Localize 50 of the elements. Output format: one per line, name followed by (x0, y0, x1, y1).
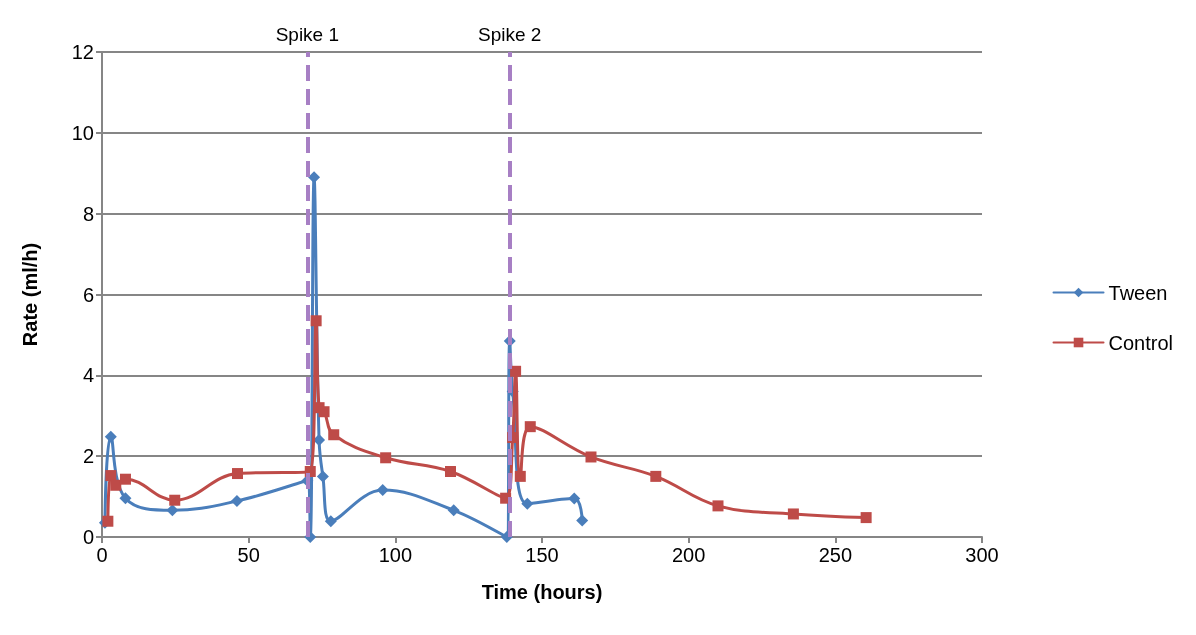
point (316, 470, 329, 483)
point (510, 365, 522, 377)
point (380, 452, 392, 464)
x-tick-label: 300 (965, 544, 999, 566)
point (860, 512, 872, 524)
point (787, 508, 799, 520)
x-tick-label: 50 (237, 544, 260, 566)
point (650, 470, 662, 482)
ref-line-label: Spike 2 (478, 24, 542, 45)
point (521, 497, 534, 510)
x-tick-label: 150 (525, 544, 559, 566)
legend-label: Tween (1108, 281, 1168, 304)
x-axis-title: Time (hours) (481, 581, 603, 603)
point (232, 468, 244, 480)
point (447, 504, 460, 517)
point (110, 479, 122, 491)
y-tick-label: 4 (82, 364, 94, 387)
point (104, 430, 117, 443)
point (119, 492, 132, 505)
y-tick-label: 2 (82, 445, 94, 468)
point (230, 495, 243, 508)
y-tick-label: 8 (82, 202, 94, 225)
point (585, 451, 597, 463)
point (328, 429, 340, 441)
point (712, 500, 724, 512)
point (169, 494, 181, 506)
point (318, 406, 330, 418)
point (102, 515, 114, 527)
x-tick-label: 200 (671, 544, 706, 566)
y-tick-label: 0 (82, 526, 94, 548)
point (444, 466, 456, 478)
x-tick-label: 0 (96, 544, 108, 566)
ref-line-label: Spike 1 (275, 24, 340, 45)
point (524, 421, 536, 433)
y-tick-label: 10 (71, 121, 94, 144)
y-tick-label: 12 (71, 41, 94, 63)
point (310, 315, 322, 327)
x-tick-label: 100 (378, 544, 413, 566)
y-tick-label: 6 (82, 283, 94, 306)
point (105, 470, 117, 482)
y-axis-title: Rate (ml/h) (19, 242, 41, 347)
point (119, 473, 131, 485)
point (568, 492, 581, 505)
point (514, 470, 526, 482)
x-tick-label: 250 (818, 544, 853, 566)
point (576, 514, 589, 527)
point (324, 515, 337, 528)
point (376, 484, 389, 497)
point (166, 504, 179, 517)
legend-label: Control (1108, 331, 1174, 354)
